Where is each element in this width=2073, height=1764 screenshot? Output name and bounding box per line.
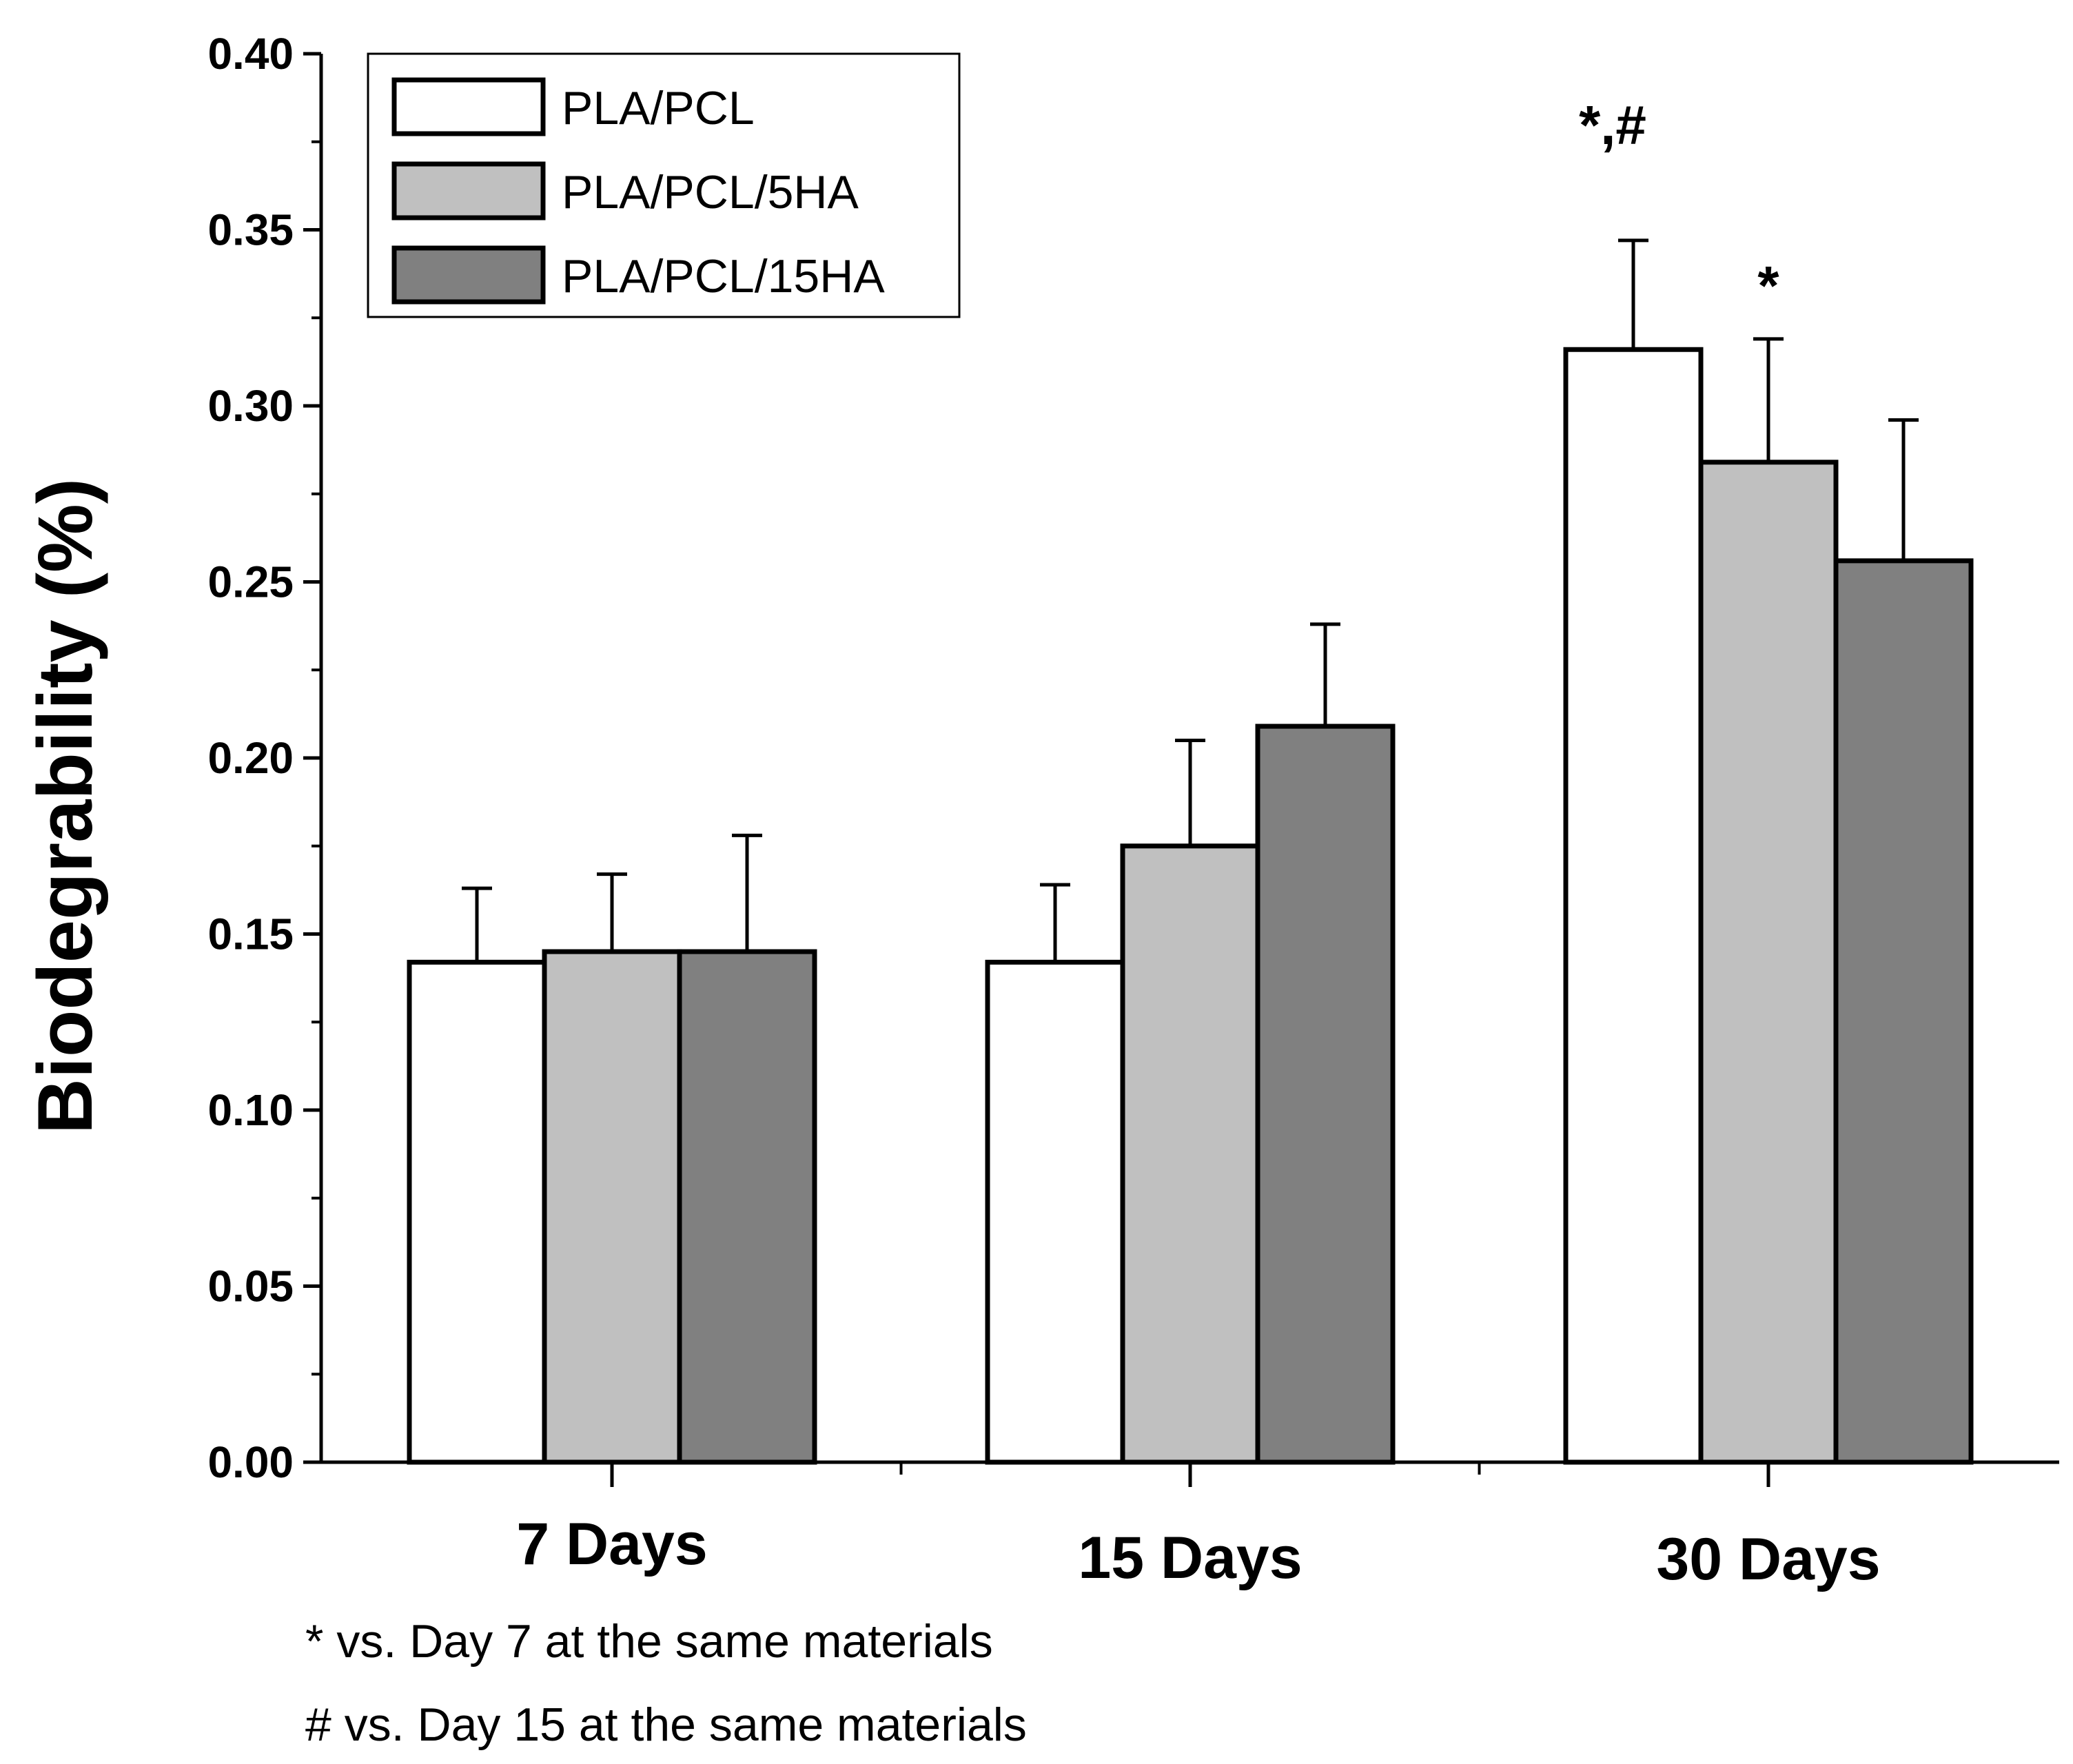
y-tick-label: 0.35 bbox=[207, 205, 294, 255]
legend-label: PLA/PCL/15HA bbox=[562, 250, 885, 302]
y-axis-title: Biodegrability (%) bbox=[22, 478, 108, 1134]
bar bbox=[985, 959, 1125, 1465]
y-ticks: 0.00 0.05 0.10 0.15 0.20 0.25 0.30 0.35 0.40 bbox=[207, 29, 321, 1487]
y-tick-label: 0.00 bbox=[207, 1437, 294, 1487]
bar bbox=[1563, 347, 1704, 1465]
legend-label: PLA/PCL bbox=[562, 82, 755, 134]
legend-swatch bbox=[391, 77, 546, 136]
x-category-label: 7 Days bbox=[516, 1511, 707, 1577]
bar bbox=[542, 949, 682, 1465]
y-tick-label: 0.25 bbox=[207, 557, 294, 607]
x-ticks: 7 Days 15 Days 30 Days bbox=[516, 1462, 1881, 1592]
bar bbox=[1120, 843, 1260, 1465]
footnote-star: * vs. Day 7 at the same materials bbox=[305, 1615, 993, 1668]
significance-annotations: *,# * bbox=[1579, 94, 1779, 316]
bar bbox=[1698, 460, 1839, 1465]
y-tick-label: 0.20 bbox=[207, 733, 294, 783]
legend-label: PLA/PCL/5HA bbox=[562, 166, 859, 218]
legend-swatch bbox=[391, 245, 546, 305]
y-tick-label: 0.15 bbox=[207, 910, 294, 959]
bar bbox=[677, 949, 817, 1465]
significance-marker: *,# bbox=[1579, 94, 1646, 156]
x-category-label: 30 Days bbox=[1656, 1526, 1880, 1592]
significance-marker: * bbox=[1757, 255, 1779, 316]
bar bbox=[1255, 724, 1396, 1465]
x-category-label: 15 Days bbox=[1078, 1525, 1302, 1591]
footnote-hash: # vs. Day 15 at the same materials bbox=[305, 1699, 1027, 1751]
bar bbox=[1833, 558, 1974, 1465]
bar bbox=[407, 959, 547, 1465]
y-tick-label: 0.30 bbox=[207, 381, 294, 431]
y-tick-label: 0.05 bbox=[207, 1262, 294, 1311]
bars-layer bbox=[407, 238, 1974, 1465]
legend: PLA/PCL PLA/PCL/5HA PLA/PCL/15HA bbox=[367, 52, 961, 318]
y-tick-label: 0.40 bbox=[207, 29, 294, 79]
legend-swatch bbox=[391, 161, 546, 220]
y-tick-label: 0.10 bbox=[207, 1085, 294, 1135]
